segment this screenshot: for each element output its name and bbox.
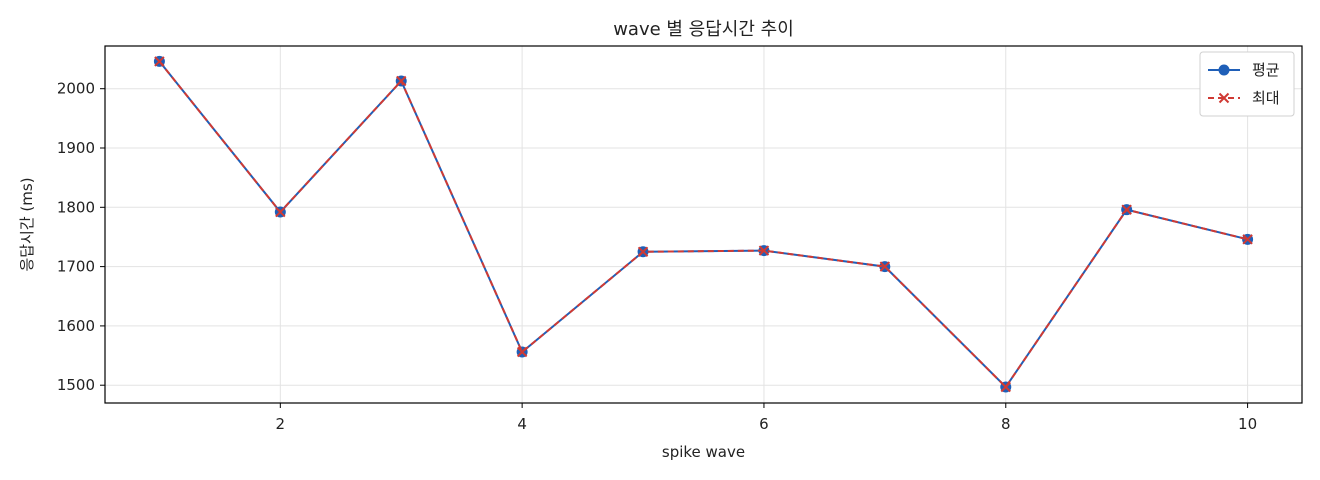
legend-label: 최대 bbox=[1252, 89, 1280, 107]
y-tick-label: 1600 bbox=[57, 317, 95, 335]
data-point bbox=[396, 75, 407, 87]
plot-series bbox=[153, 55, 1254, 393]
x-tick-label: 6 bbox=[759, 415, 769, 433]
series-1 bbox=[153, 55, 1254, 393]
data-point bbox=[516, 346, 528, 358]
legend-label: 평균 bbox=[1252, 61, 1280, 79]
data-point bbox=[154, 56, 165, 67]
data-point bbox=[1000, 381, 1011, 393]
x-axis-label: spike wave bbox=[662, 443, 745, 461]
legend-marker bbox=[1218, 92, 1230, 104]
data-point bbox=[758, 245, 770, 256]
y-tick-label: 1800 bbox=[57, 198, 95, 216]
data-point bbox=[1121, 204, 1132, 215]
x-tick-label: 10 bbox=[1238, 415, 1257, 433]
series-2 bbox=[154, 56, 1253, 393]
y-axis-ticks: 1500 1600 1700 1800 1900 2000 bbox=[57, 80, 105, 394]
data-point bbox=[1242, 234, 1253, 245]
x-tick-label: 8 bbox=[1001, 415, 1011, 433]
y-tick-label: 1500 bbox=[57, 376, 95, 394]
series-line bbox=[158, 60, 1248, 389]
x-tick-label: 2 bbox=[276, 415, 286, 433]
x-axis-ticks: 2 4 6 8 10 bbox=[276, 403, 1257, 433]
x-tick-label: 4 bbox=[517, 415, 527, 433]
series-line bbox=[158, 60, 1248, 389]
data-point bbox=[275, 206, 286, 218]
y-tick-label: 1700 bbox=[57, 258, 95, 276]
y-tick-label: 1900 bbox=[57, 139, 95, 157]
legend-box bbox=[1199, 51, 1295, 117]
grid-lines bbox=[105, 46, 1302, 403]
plot-frame bbox=[104, 45, 1303, 404]
y-tick-label: 2000 bbox=[57, 80, 95, 98]
data-point bbox=[637, 246, 649, 257]
data-point bbox=[879, 261, 891, 272]
legend-marker bbox=[1218, 64, 1230, 76]
chart-title: wave 별 응답시간 추이 bbox=[613, 19, 794, 40]
y-axis-label: 응답시간 (ms) bbox=[18, 177, 36, 271]
